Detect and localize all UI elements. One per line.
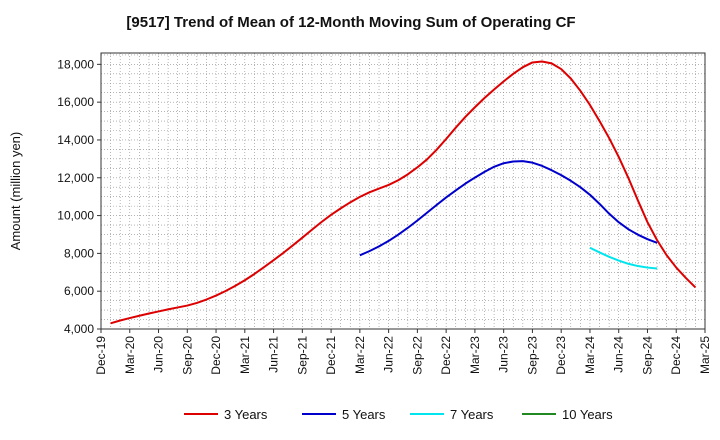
x-tick-label: Dec-24	[669, 336, 683, 375]
y-tick-label: 8,000	[64, 246, 94, 260]
x-tick-label: Jun-23	[497, 336, 511, 373]
x-tick-label: Jun-24	[612, 336, 626, 373]
series-line-3-years	[110, 60, 697, 325]
x-tick-label: Mar-23	[468, 336, 482, 374]
y-axis: 4,000 6,000 8,000 10,000 12,000 14,000 16,000 1…	[57, 57, 101, 336]
series-lines	[110, 60, 697, 325]
x-tick-label: Mar-22	[353, 336, 367, 374]
x-tick-label: Sep-23	[525, 336, 539, 375]
x-tick-label: Mar-25	[698, 336, 712, 374]
y-tick-label: 4,000	[64, 322, 94, 336]
x-tick-label: Mar-21	[238, 336, 252, 374]
x-tick-label: Dec-19	[94, 336, 108, 375]
x-tick-label: Dec-21	[324, 336, 338, 375]
x-tick-label: Dec-22	[439, 336, 453, 375]
x-tick-label: Sep-24	[640, 336, 654, 375]
chart-title: [9517] Trend of Mean of 12-Month Moving …	[126, 14, 575, 31]
x-tick-label: Jun-22	[382, 336, 396, 373]
series-line-5-years	[359, 160, 658, 257]
y-tick-label: 18,000	[57, 57, 94, 71]
series-line-7-years	[589, 246, 658, 270]
x-tick-label: Dec-20	[209, 336, 223, 375]
x-tick-label: Mar-20	[123, 336, 137, 374]
legend-label-7-years: 7 Years	[450, 407, 494, 422]
y-tick-label: 14,000	[57, 133, 94, 147]
x-tick-label: Jun-21	[267, 336, 281, 373]
x-tick-label: Sep-21	[295, 336, 309, 375]
legend-label-3-years: 3 Years	[224, 407, 268, 422]
plot-frame	[100, 52, 706, 330]
grid	[101, 53, 705, 329]
x-tick-label: Sep-22	[410, 336, 424, 375]
y-tick-label: 16,000	[57, 95, 94, 109]
x-tick-label: Sep-20	[180, 336, 194, 375]
x-axis: Dec-19 Mar-20 Jun-20 Sep-20 Dec-20 Mar-21 Jun-…	[94, 329, 712, 375]
y-tick-label: 6,000	[64, 284, 94, 298]
y-tick-label: 12,000	[57, 171, 94, 185]
legend-label-5-years: 5 Years	[342, 407, 386, 422]
y-tick-label: 10,000	[57, 209, 94, 223]
legend: 3 Years 5 Years 7 Years 10 Years	[184, 407, 613, 422]
legend-label-10-years: 10 Years	[562, 407, 613, 422]
y-axis-label: Amount (million yen)	[8, 132, 23, 251]
x-tick-label: Jun-20	[152, 336, 166, 373]
x-tick-label: Dec-23	[554, 336, 568, 375]
x-tick-label: Mar-24	[583, 336, 597, 374]
